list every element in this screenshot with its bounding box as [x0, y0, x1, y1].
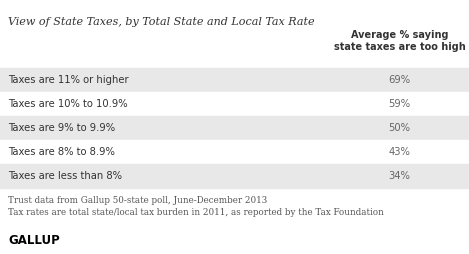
Bar	[0, 140, 469, 164]
Bar	[0, 116, 469, 140]
Text: Average % saying
state taxes are too high: Average % saying state taxes are too hig…	[333, 30, 465, 52]
Text: 43%: 43%	[388, 147, 410, 157]
Text: Taxes are 8% to 8.9%: Taxes are 8% to 8.9%	[8, 147, 115, 157]
Text: 34%: 34%	[388, 171, 410, 181]
Text: GALLUP: GALLUP	[8, 234, 60, 247]
Text: 69%: 69%	[388, 75, 410, 85]
Text: 59%: 59%	[388, 99, 410, 109]
Text: Taxes are 10% to 10.9%: Taxes are 10% to 10.9%	[8, 99, 128, 109]
Text: Taxes are 11% or higher: Taxes are 11% or higher	[8, 75, 129, 85]
Text: Taxes are less than 8%: Taxes are less than 8%	[8, 171, 122, 181]
Text: Tax rates are total state/local tax burden in 2011, as reported by the Tax Found: Tax rates are total state/local tax burd…	[8, 208, 384, 217]
Bar	[0, 164, 469, 188]
Text: Trust data from Gallup 50-state poll, June-December 2013: Trust data from Gallup 50-state poll, Ju…	[8, 196, 267, 205]
Bar	[0, 68, 469, 92]
Text: View of State Taxes, by Total State and Local Tax Rate: View of State Taxes, by Total State and …	[8, 17, 315, 27]
Text: 50%: 50%	[388, 123, 410, 133]
Bar	[0, 92, 469, 116]
Text: Taxes are 9% to 9.9%: Taxes are 9% to 9.9%	[8, 123, 115, 133]
